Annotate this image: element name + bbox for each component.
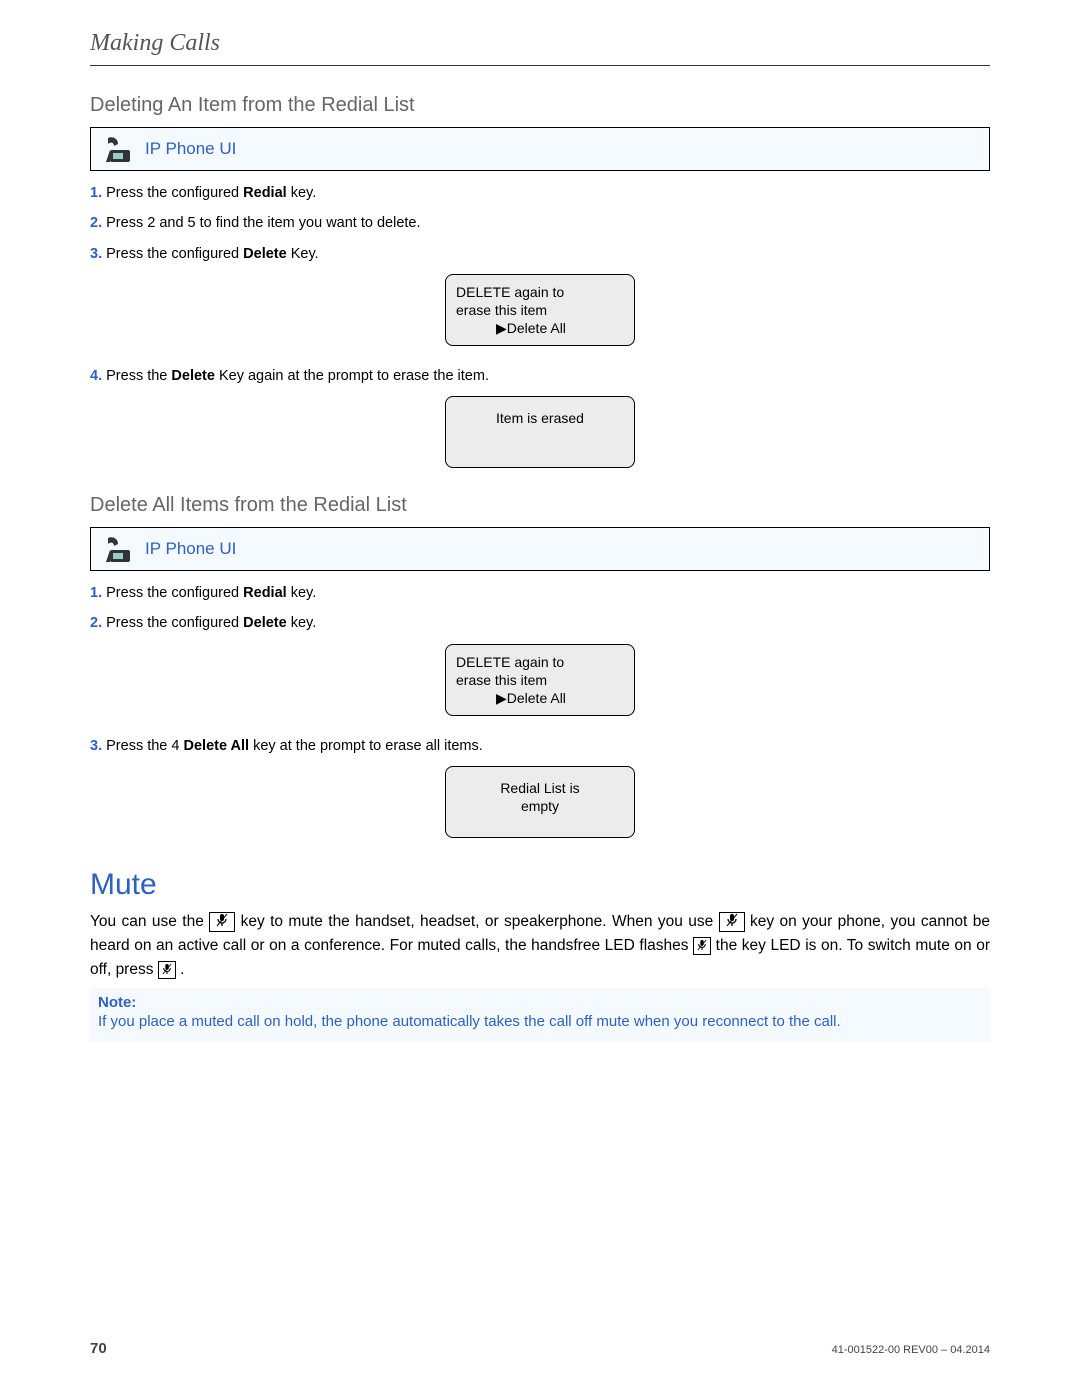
step-bold: Delete xyxy=(171,368,215,384)
step-text: Press the configured xyxy=(106,185,243,201)
page-footer: 70 41-001522-00 REV00 – 04.2014 xyxy=(90,1340,990,1357)
mute-key-icon xyxy=(209,912,235,932)
lcd-line: erase this item xyxy=(456,301,624,319)
lcd-line: ▶Delete All xyxy=(456,689,624,707)
lcd-line: DELETE again to xyxy=(456,283,624,301)
step-text: Press xyxy=(106,215,147,231)
lcd-line: empty xyxy=(456,797,624,815)
step-text: key. xyxy=(287,615,317,631)
lcd-display: DELETE again to erase this item ▶Delete … xyxy=(445,644,635,716)
ip-phone-ui-box: IP Phone UI xyxy=(90,527,990,571)
step-bold: Delete xyxy=(243,615,287,631)
page-number: 70 xyxy=(90,1340,107,1357)
step-text: Key. xyxy=(287,246,319,262)
step-bold: Delete xyxy=(243,246,287,262)
mute-paragraph: You can use the key to mute the handset,… xyxy=(90,910,990,982)
step-number: 1. xyxy=(90,185,102,201)
step-3: 3. Press the 4 Delete All key at the pro… xyxy=(90,736,990,756)
steps-list: 3. Press the 4 Delete All key at the pro… xyxy=(90,736,990,756)
ip-phone-ui-label: IP Phone UI xyxy=(145,139,236,159)
section-heading-delete-all: Delete All Items from the Redial List xyxy=(90,494,990,517)
section-heading-delete-item: Deleting An Item from the Redial List xyxy=(90,94,990,117)
step-2: 2. Press the configured Delete key. xyxy=(90,613,990,633)
step-number: 2. xyxy=(90,215,102,231)
lcd-display: Item is erased xyxy=(445,396,635,468)
mute-text: You can use the xyxy=(90,913,209,930)
step-bold: Redial xyxy=(243,185,287,201)
lcd-line: ▶Delete All xyxy=(456,319,624,337)
page-header-title: Making Calls xyxy=(90,30,990,57)
document-id: 41-001522-00 REV00 – 04.2014 xyxy=(832,1344,990,1356)
step-text: Key again at the prompt to erase the ite… xyxy=(215,368,489,384)
step-text: 5 xyxy=(188,215,196,231)
steps-list: 1. Press the configured Redial key. 2. P… xyxy=(90,583,990,634)
step-1: 1. Press the configured Redial key. xyxy=(90,583,990,603)
lcd-line: DELETE again to xyxy=(456,653,624,671)
step-number: 1. xyxy=(90,585,102,601)
step-2: 2. Press 2 and 5 to find the item you wa… xyxy=(90,213,990,233)
step-number: 3. xyxy=(90,246,102,262)
step-3: 3. Press the configured Delete Key. xyxy=(90,244,990,264)
step-text: and xyxy=(155,215,187,231)
step-text: Press the xyxy=(106,368,171,384)
lcd-line: Redial List is xyxy=(456,779,624,797)
mute-key-icon xyxy=(719,912,745,932)
lcd-display: Redial List is empty xyxy=(445,766,635,838)
mute-key-icon xyxy=(158,961,176,979)
lcd-line: Item is erased xyxy=(456,405,624,427)
step-text: Press the xyxy=(106,738,171,754)
phone-icon xyxy=(99,132,139,166)
step-bold: Redial xyxy=(243,585,287,601)
note-label: Note: xyxy=(98,994,982,1011)
steps-list: 4. Press the Delete Key again at the pro… xyxy=(90,366,990,386)
ip-phone-ui-label: IP Phone UI xyxy=(145,539,236,559)
step-text: to find the item you want to delete. xyxy=(196,215,421,231)
note-text: If you place a muted call on hold, the p… xyxy=(98,1011,982,1034)
phone-icon xyxy=(99,532,139,566)
mute-key-icon xyxy=(693,937,711,955)
step-text: key. xyxy=(287,585,317,601)
header-rule xyxy=(90,65,990,66)
ip-phone-ui-box: IP Phone UI xyxy=(90,127,990,171)
step-number: 4. xyxy=(90,368,102,384)
lcd-display: DELETE again to erase this item ▶Delete … xyxy=(445,274,635,346)
step-text: Press the configured xyxy=(106,246,243,262)
step-4: 4. Press the Delete Key again at the pro… xyxy=(90,366,990,386)
mute-text: key to mute the handset, headset, or spe… xyxy=(235,913,718,930)
note-box: Note: If you place a muted call on hold,… xyxy=(90,988,990,1042)
step-number: 3. xyxy=(90,738,102,754)
lcd-line: erase this item xyxy=(456,671,624,689)
mute-text: . xyxy=(176,961,185,978)
step-text: key. xyxy=(287,185,317,201)
step-text: Press the configured xyxy=(106,585,243,601)
mute-heading: Mute xyxy=(90,868,990,902)
step-text: key at the prompt to erase all items. xyxy=(249,738,483,754)
step-text: Press the configured xyxy=(106,615,243,631)
step-1: 1. Press the configured Redial key. xyxy=(90,183,990,203)
step-number: 2. xyxy=(90,615,102,631)
steps-list: 1. Press the configured Redial key. 2. P… xyxy=(90,183,990,264)
page: Making Calls Deleting An Item from the R… xyxy=(0,0,1080,1397)
step-bold: Delete All xyxy=(184,738,250,754)
